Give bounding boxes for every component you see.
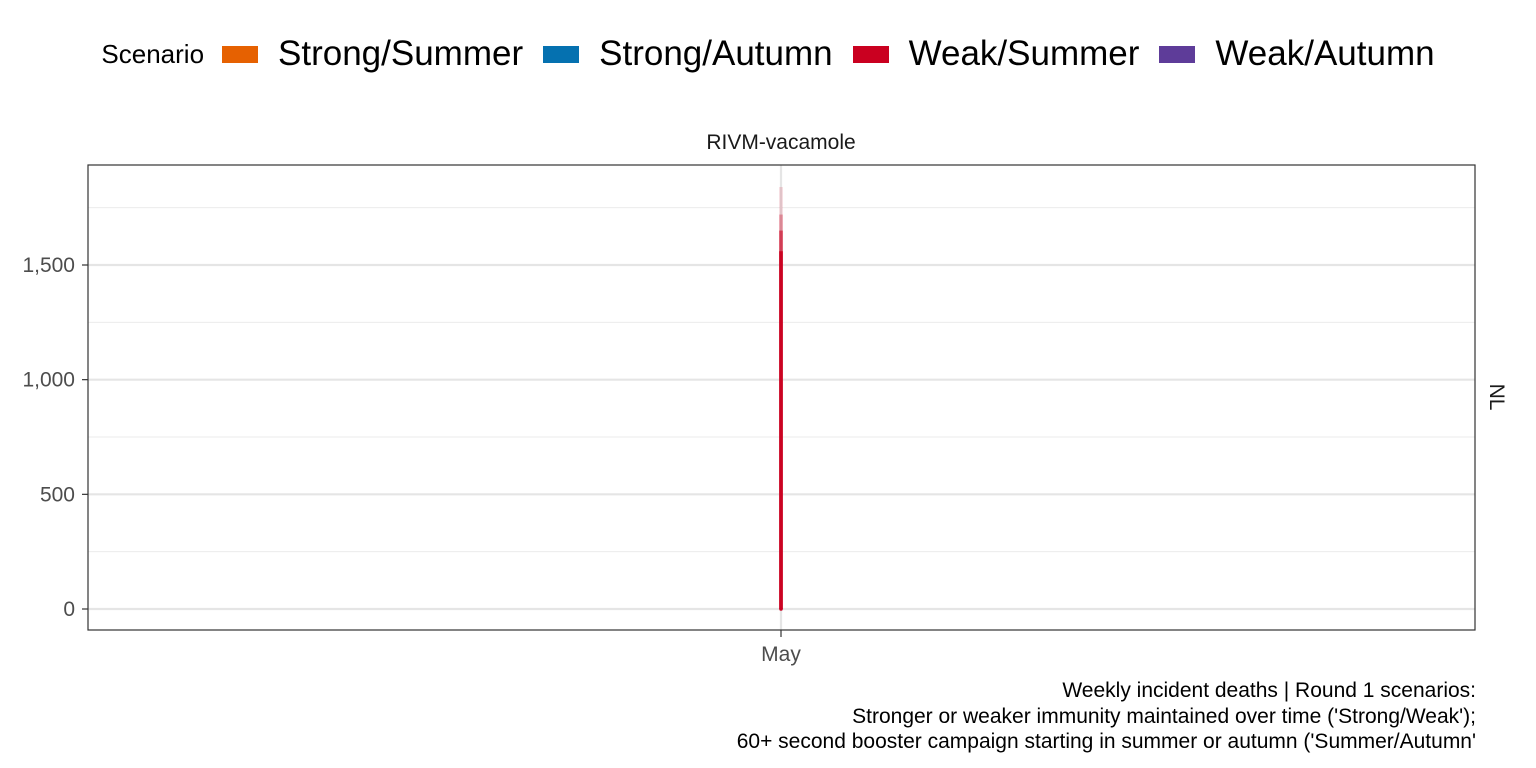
legend-label-weak-autumn: Weak/Autumn — [1215, 34, 1435, 73]
legend-key-weak-autumn — [1159, 45, 1196, 63]
y-tick-label: 1,000 — [22, 369, 75, 392]
y-tick-label: 0 — [63, 598, 75, 621]
y-tick-label: 1,500 — [22, 254, 75, 277]
legend-title: Scenario — [101, 38, 205, 69]
y-tick-label: 500 — [40, 483, 75, 506]
series-layer — [779, 187, 783, 611]
legend-item-strong-autumn: Strong/Autumn — [543, 34, 833, 74]
legend-key-weak-summer — [852, 45, 889, 63]
legend-item-strong-summer: Strong/Summer — [222, 34, 523, 74]
strip-label-nl: NL — [1485, 384, 1508, 411]
caption-line-1: Weekly incident deaths | Round 1 scenari… — [1062, 679, 1476, 702]
x-axis: May — [761, 630, 801, 666]
caption: Weekly incident deaths | Round 1 scenari… — [737, 678, 1476, 755]
x-tick-label: May — [761, 643, 801, 666]
facet-title: RIVM-vacamole — [706, 131, 855, 154]
caption-line-2: Stronger or weaker immunity maintained o… — [852, 704, 1476, 728]
legend-label-strong-summer: Strong/Summer — [278, 34, 524, 73]
legend-key-strong-autumn — [543, 45, 580, 63]
legend-label-strong-autumn: Strong/Autumn — [599, 34, 833, 73]
legend-label-weak-summer: Weak/Summer — [908, 34, 1140, 73]
legend-key-strong-summer — [222, 45, 259, 63]
ribbon-band — [779, 251, 783, 610]
median-point — [779, 607, 783, 611]
y-axis: 0 500 1,000 1,500 — [22, 254, 88, 621]
caption-line-3: 60+ second booster campaign starting in … — [736, 730, 1476, 753]
legend: Scenario Strong/Summer Strong/Autumn Wea… — [0, 28, 1536, 80]
legend-item-weak-summer: Weak/Summer — [852, 34, 1140, 74]
legend-item-weak-autumn: Weak/Autumn — [1159, 34, 1435, 74]
